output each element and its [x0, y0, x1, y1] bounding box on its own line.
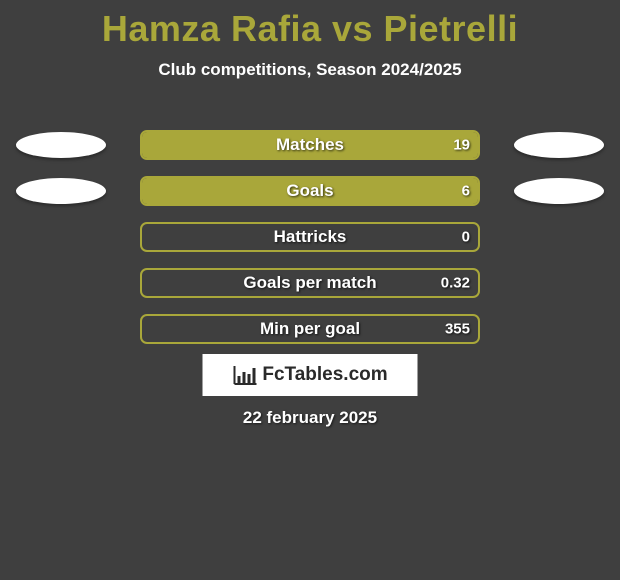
player-marker-left	[16, 178, 106, 204]
date-text: 22 february 2025	[0, 408, 620, 428]
stat-bar: Matches19	[140, 130, 480, 160]
stat-value: 0.32	[441, 275, 470, 292]
stat-row: Goals per match0.32	[0, 260, 620, 306]
stat-bar: Min per goal355	[140, 314, 480, 344]
stat-row: Min per goal355	[0, 306, 620, 352]
player-marker-right	[514, 178, 604, 204]
stat-rows: Matches19 Goals6 Hattricks0 Goals per match…	[0, 122, 620, 352]
stat-bar-fill	[142, 178, 478, 204]
stat-bar: Goals per match0.32	[140, 268, 480, 298]
player-marker-right	[514, 132, 604, 158]
stat-bar: Hattricks0	[140, 222, 480, 252]
logo-text: FcTables.com	[262, 364, 387, 386]
stat-label: Hattricks	[142, 227, 478, 247]
stat-label: Goals per match	[142, 273, 478, 293]
stat-value: 355	[445, 321, 470, 338]
player-marker-left	[16, 132, 106, 158]
logo-box: FcTables.com	[203, 354, 418, 396]
stat-label: Min per goal	[142, 319, 478, 339]
stat-bar: Goals6	[140, 176, 480, 206]
stat-bar-fill	[142, 132, 478, 158]
comparison-infographic: Hamza Rafia vs Pietrelli Club competitio…	[0, 0, 620, 580]
stat-row: Matches19	[0, 122, 620, 168]
bar-chart-icon	[232, 364, 258, 386]
page-title: Hamza Rafia vs Pietrelli	[0, 0, 620, 50]
page-subtitle: Club competitions, Season 2024/2025	[0, 60, 620, 80]
stat-row: Hattricks0	[0, 214, 620, 260]
stat-row: Goals6	[0, 168, 620, 214]
stat-value: 0	[462, 229, 470, 246]
